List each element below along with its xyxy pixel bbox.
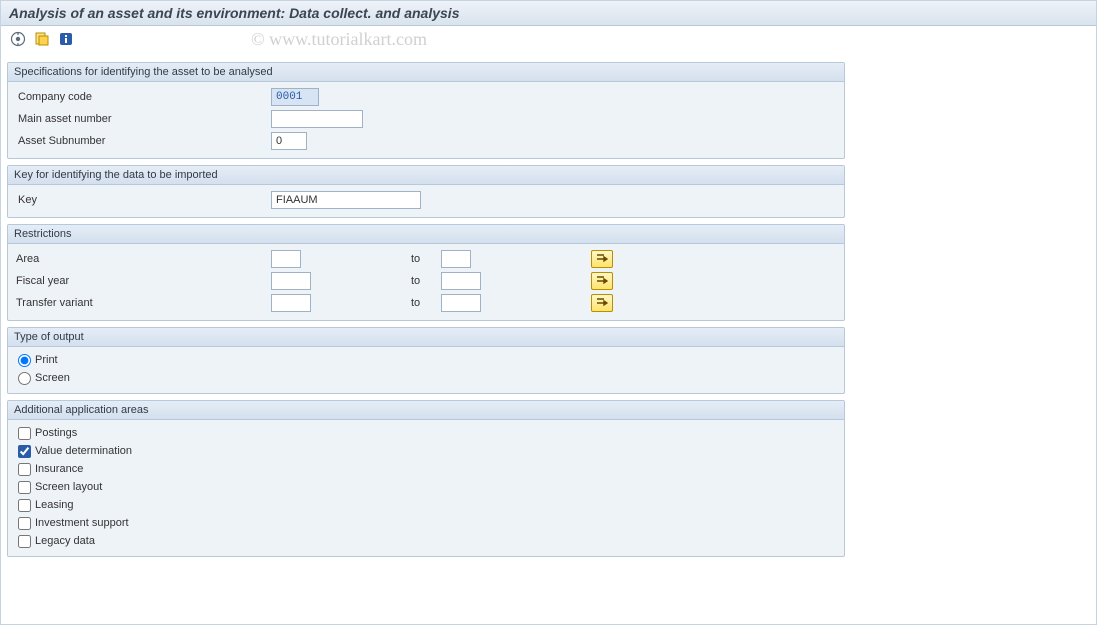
output-print-row[interactable]: Print	[16, 351, 836, 369]
output-screen-row[interactable]: Screen	[16, 369, 836, 387]
page-title: Analysis of an asset and its environment…	[1, 1, 1096, 26]
fiscal-year-from-input[interactable]	[271, 272, 311, 290]
output-print-radio[interactable]	[18, 354, 31, 367]
check-postings-box[interactable]	[18, 427, 31, 440]
group-key: Key for identifying the data to be impor…	[7, 165, 845, 218]
main-asset-input[interactable]	[271, 110, 363, 128]
transfer-variant-multiple-selection-button[interactable]	[591, 294, 613, 312]
check-investment-support-label: Investment support	[35, 517, 129, 529]
check-postings[interactable]: Postings	[16, 424, 836, 442]
fiscal-year-to-input[interactable]	[441, 272, 481, 290]
check-postings-label: Postings	[35, 427, 77, 439]
area-from-input[interactable]	[271, 250, 301, 268]
check-legacy-data-label: Legacy data	[35, 535, 95, 547]
restriction-row-fiscal-year: Fiscal year to	[16, 270, 836, 292]
check-insurance-label: Insurance	[35, 463, 83, 475]
execute-icon[interactable]	[9, 30, 27, 48]
fiscal-year-multiple-selection-button[interactable]	[591, 272, 613, 290]
transfer-variant-label: Transfer variant	[16, 297, 271, 309]
group-restrictions-title: Restrictions	[8, 225, 844, 244]
group-additional-title: Additional application areas	[8, 401, 844, 420]
restriction-row-area: Area to	[16, 248, 836, 270]
fiscal-year-to-label: to	[411, 275, 441, 287]
group-output: Type of output Print Screen	[7, 327, 845, 394]
toolbar	[1, 26, 1096, 56]
restrictions-rows: Area to Fiscal year to	[8, 244, 844, 320]
sap-screen: Analysis of an asset and its environment…	[0, 0, 1097, 625]
variant-icon[interactable]	[33, 30, 51, 48]
group-key-title: Key for identifying the data to be impor…	[8, 166, 844, 185]
key-label: Key	[16, 194, 271, 206]
content-area: Specifications for identifying the asset…	[1, 62, 1096, 563]
output-screen-radio[interactable]	[18, 372, 31, 385]
transfer-variant-from-input[interactable]	[271, 294, 311, 312]
check-value-determination[interactable]: Value determination	[16, 442, 836, 460]
check-legacy-data[interactable]: Legacy data	[16, 532, 836, 550]
output-screen-label: Screen	[35, 372, 70, 384]
area-multiple-selection-button[interactable]	[591, 250, 613, 268]
transfer-variant-to-label: to	[411, 297, 441, 309]
check-insurance[interactable]: Insurance	[16, 460, 836, 478]
check-investment-support[interactable]: Investment support	[16, 514, 836, 532]
check-leasing-box[interactable]	[18, 499, 31, 512]
asset-subnumber-input[interactable]	[271, 132, 307, 150]
check-value-determination-label: Value determination	[35, 445, 132, 457]
info-icon[interactable]	[57, 30, 75, 48]
group-output-title: Type of output	[8, 328, 844, 347]
check-screen-layout-box[interactable]	[18, 481, 31, 494]
output-print-label: Print	[35, 354, 58, 366]
check-screen-layout-label: Screen layout	[35, 481, 102, 493]
area-to-label: to	[411, 253, 441, 265]
fiscal-year-label: Fiscal year	[16, 275, 271, 287]
asset-subnumber-label: Asset Subnumber	[16, 135, 271, 147]
main-asset-label: Main asset number	[16, 113, 271, 125]
group-specifications: Specifications for identifying the asset…	[7, 62, 845, 159]
check-screen-layout[interactable]: Screen layout	[16, 478, 836, 496]
check-value-determination-box[interactable]	[18, 445, 31, 458]
check-leasing[interactable]: Leasing	[16, 496, 836, 514]
company-code-input[interactable]	[271, 88, 319, 106]
company-code-label: Company code	[16, 91, 271, 103]
key-input[interactable]	[271, 191, 421, 209]
check-leasing-label: Leasing	[35, 499, 74, 511]
area-label: Area	[16, 253, 271, 265]
group-restrictions: Restrictions Area to Fiscal year to	[7, 224, 845, 321]
transfer-variant-to-input[interactable]	[441, 294, 481, 312]
check-insurance-box[interactable]	[18, 463, 31, 476]
group-specifications-title: Specifications for identifying the asset…	[8, 63, 844, 82]
area-to-input[interactable]	[441, 250, 471, 268]
check-investment-support-box[interactable]	[18, 517, 31, 530]
group-additional: Additional application areas Postings Va…	[7, 400, 845, 557]
restriction-row-transfer-variant: Transfer variant to	[16, 292, 836, 314]
check-legacy-data-box[interactable]	[18, 535, 31, 548]
